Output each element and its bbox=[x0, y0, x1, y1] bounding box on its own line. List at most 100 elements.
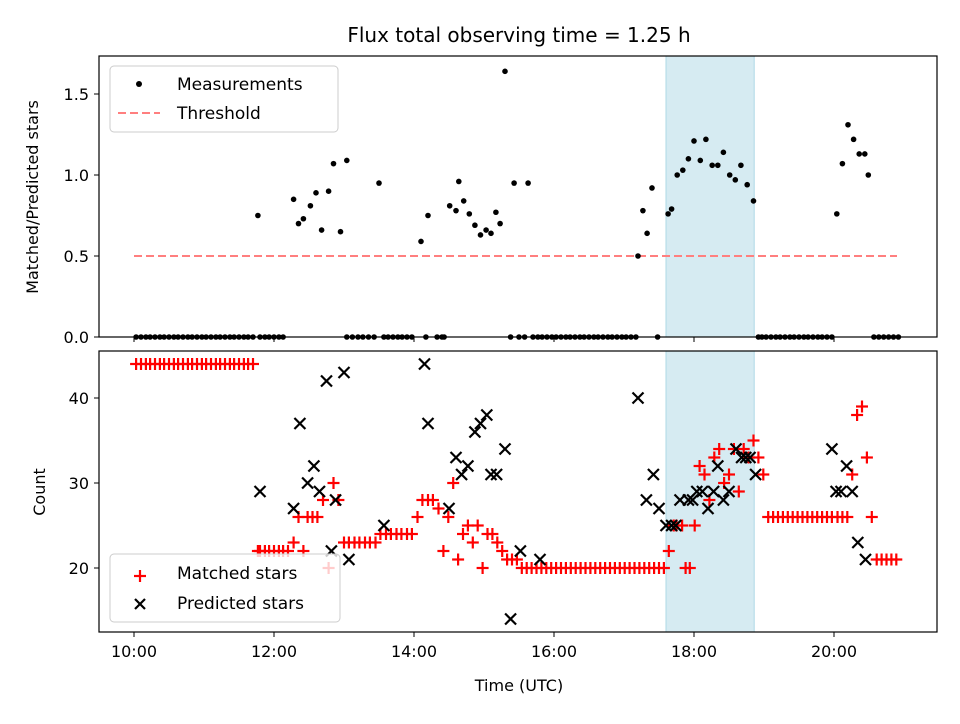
x-stroke-b bbox=[631, 391, 645, 405]
x-stroke-b bbox=[533, 553, 547, 566]
x-stroke-b bbox=[307, 459, 321, 473]
matched-star-marker bbox=[447, 477, 460, 489]
matched-star-marker bbox=[713, 443, 726, 455]
bottom-count-plot: 20 30 40 10:00 12:00 14:00 16:00 18:00 20:00 Co… bbox=[30, 350, 938, 695]
measurement-point bbox=[865, 172, 872, 178]
matched-star-marker bbox=[657, 562, 670, 574]
x-tick-label: 16:00 bbox=[531, 642, 577, 661]
predicted-star-marker bbox=[749, 468, 762, 481]
measurement-point bbox=[691, 138, 697, 144]
predicted-star-marker bbox=[711, 459, 725, 473]
predicted-star-marker bbox=[717, 493, 730, 507]
y-tick-label: 1.0 bbox=[64, 166, 89, 185]
measurement-point bbox=[674, 172, 680, 178]
measurement-point bbox=[750, 198, 757, 204]
measurement-point bbox=[337, 228, 344, 235]
matched-star-marker bbox=[860, 451, 873, 464]
predicted-star-marker bbox=[418, 357, 431, 371]
x-stroke-b bbox=[504, 612, 517, 626]
x-stroke-b bbox=[739, 451, 753, 464]
x-stroke-b bbox=[320, 374, 333, 388]
predicted-star-marker bbox=[851, 536, 865, 549]
x-stroke-b bbox=[480, 408, 494, 422]
measurement-point bbox=[483, 227, 489, 233]
matched-star-marker bbox=[676, 519, 689, 532]
x-stroke-b bbox=[287, 502, 300, 515]
legend-threshold-label: Threshold bbox=[176, 104, 261, 124]
predicted-star-marker bbox=[652, 502, 666, 515]
measurement-point bbox=[477, 232, 484, 238]
y-tick-label: 0.0 bbox=[64, 328, 89, 347]
y-tick-label: 0.5 bbox=[64, 247, 89, 266]
x-stroke-b bbox=[377, 519, 391, 532]
x-stroke-b bbox=[449, 451, 463, 464]
x-stroke-b bbox=[696, 485, 709, 498]
measurement-point bbox=[453, 207, 459, 214]
predicted-star-marker bbox=[474, 417, 487, 430]
measurement-point bbox=[668, 206, 675, 212]
measurement-point bbox=[685, 156, 692, 162]
predicted-star-marker bbox=[442, 502, 456, 515]
predicted-star-marker bbox=[480, 408, 494, 422]
x-stroke-b bbox=[468, 425, 482, 439]
x-stroke-b bbox=[859, 553, 872, 566]
x-stroke-b bbox=[253, 485, 267, 498]
measurement-point bbox=[635, 253, 641, 259]
bottom-y-ticks: 20 30 40 bbox=[69, 389, 99, 578]
matched-star-marker bbox=[476, 562, 489, 574]
predicted-star-marker bbox=[631, 391, 645, 405]
x-stroke-b bbox=[490, 468, 503, 481]
y-tick-label: 20 bbox=[69, 559, 89, 578]
x-tick-label: 20:00 bbox=[811, 642, 857, 661]
predicted-star-marker bbox=[461, 459, 475, 473]
x-stroke-b bbox=[845, 485, 859, 498]
x-stroke-b bbox=[749, 468, 762, 481]
measurement-point bbox=[295, 220, 302, 227]
x-stroke-b bbox=[461, 459, 475, 473]
x-stroke-b bbox=[665, 519, 678, 532]
x-stroke-b bbox=[647, 468, 660, 481]
predicted-star-marker bbox=[342, 553, 356, 566]
x-stroke-b bbox=[484, 468, 498, 481]
measurement-point bbox=[418, 238, 424, 245]
matched-star-marker bbox=[442, 511, 455, 523]
x-stroke-b bbox=[652, 502, 666, 515]
matched-star-marker bbox=[457, 528, 469, 540]
matched-star-marker bbox=[683, 562, 696, 574]
legend-measurements-label: Measurements bbox=[177, 75, 303, 95]
predicted-star-marker bbox=[307, 459, 321, 473]
x-stroke-b bbox=[313, 485, 326, 498]
x-stroke-b bbox=[474, 417, 487, 430]
predicted-star-marker bbox=[669, 519, 683, 532]
matched-star-marker bbox=[737, 443, 750, 455]
top-highlight-span bbox=[665, 55, 755, 338]
y-tick-label: 30 bbox=[69, 474, 89, 493]
x-axis-label: Time (UTC) bbox=[474, 676, 563, 695]
matched-star-marker bbox=[856, 400, 868, 413]
top-y-ticks: 0.0 0.5 1.0 1.5 bbox=[64, 85, 99, 347]
x-stroke-b bbox=[659, 519, 673, 532]
matched-star-marker bbox=[491, 536, 504, 549]
x-stroke-b bbox=[329, 493, 342, 507]
x-stroke-b bbox=[729, 442, 743, 456]
predicted-star-marker bbox=[665, 519, 678, 532]
matched-star-marker bbox=[723, 468, 735, 481]
x-stroke-b bbox=[418, 357, 431, 371]
matched-star-marker bbox=[851, 409, 864, 421]
x-stroke-b bbox=[825, 442, 839, 456]
matched-star-marker bbox=[890, 553, 903, 566]
x-stroke-b bbox=[829, 485, 843, 498]
matched-star-marker bbox=[311, 511, 324, 523]
matched-star-marker bbox=[437, 545, 450, 557]
matched-star-marker bbox=[747, 434, 760, 447]
measurement-point bbox=[640, 207, 646, 214]
matched-star-marker bbox=[688, 519, 701, 532]
predicted-star-marker bbox=[659, 519, 673, 532]
x-stroke-b bbox=[337, 366, 351, 379]
predicted-star-marker bbox=[504, 612, 517, 626]
bottom-legend-box bbox=[109, 553, 341, 623]
predicted-star-marker bbox=[421, 417, 435, 430]
matched-star-marker bbox=[693, 460, 706, 472]
measurement-point bbox=[511, 180, 517, 186]
